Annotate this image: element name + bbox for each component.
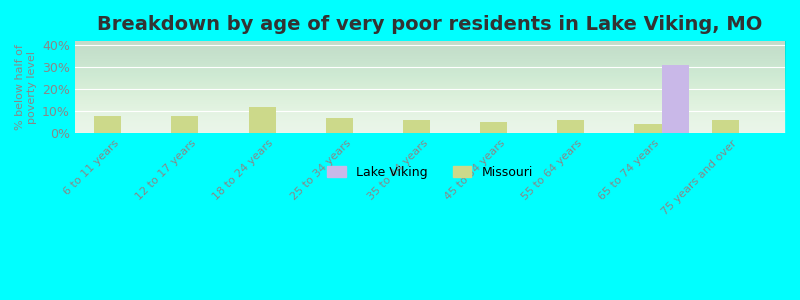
Bar (403, 120, 430, 133)
Bar (558, 120, 584, 133)
Legend: Lake Viking, Missouri: Lake Viking, Missouri (322, 161, 538, 184)
Bar (171, 116, 198, 133)
Y-axis label: % below half of
poverty level: % below half of poverty level (15, 44, 37, 130)
Title: Breakdown by age of very poor residents in Lake Viking, MO: Breakdown by age of very poor residents … (98, 15, 762, 34)
Bar (480, 122, 507, 133)
Bar (712, 120, 738, 133)
Bar (249, 107, 275, 133)
Bar (326, 118, 353, 133)
Bar (634, 124, 662, 133)
Bar (662, 65, 689, 133)
Bar (94, 116, 122, 133)
